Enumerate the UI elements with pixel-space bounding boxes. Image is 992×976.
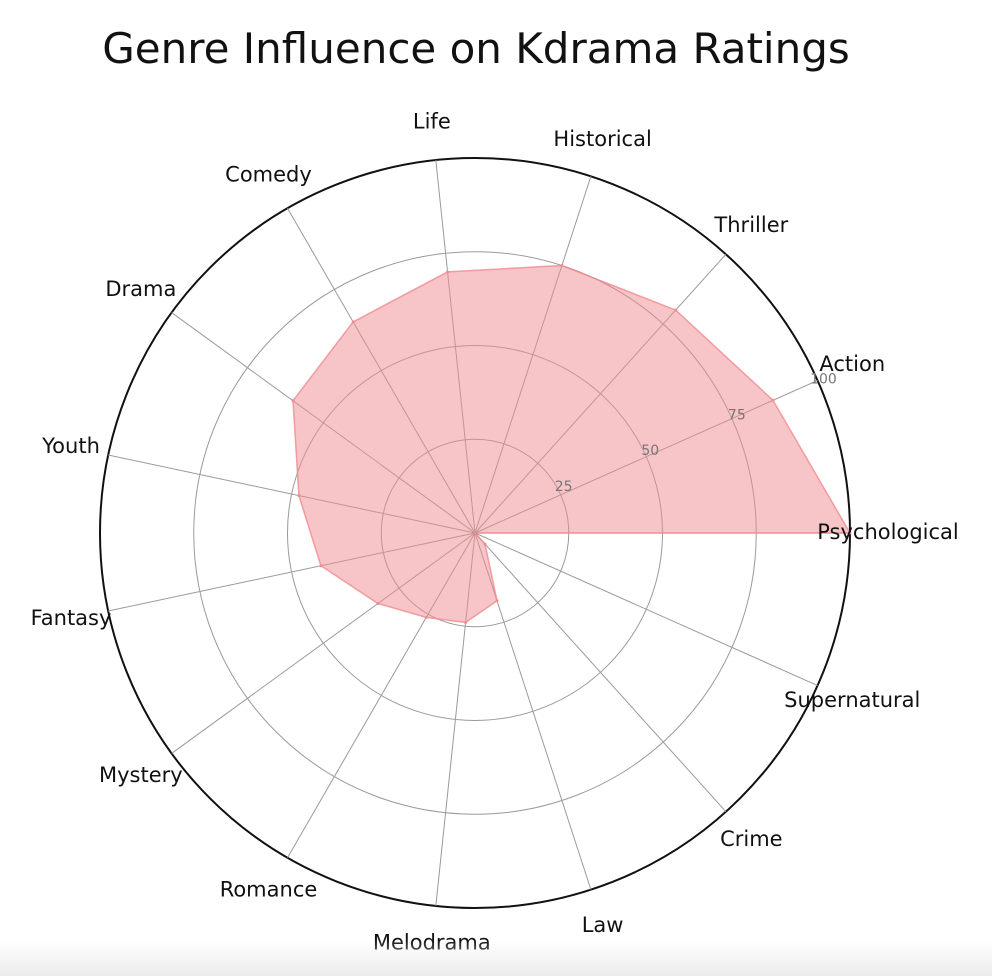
grid-spoke: [474, 532, 727, 813]
data-point: [483, 542, 487, 546]
category-label: Romance: [220, 878, 318, 902]
category-label: Law: [582, 913, 624, 937]
data-point: [473, 531, 477, 535]
category-label: Historical: [553, 127, 651, 151]
data-point: [464, 621, 468, 625]
category-label: Fantasy: [31, 606, 112, 630]
category-label: Comedy: [225, 162, 312, 186]
series-area: [292, 264, 852, 624]
chart-title: Genre Influence on Kdrama Ratings: [102, 24, 850, 73]
data-point: [376, 602, 380, 606]
rtick-label: 50: [641, 443, 659, 459]
category-label: Psychological: [817, 520, 958, 544]
data-point: [495, 599, 499, 603]
data-point: [424, 615, 428, 619]
category-label: Crime: [720, 827, 783, 851]
tick-labels: 25 50 75 100: [555, 371, 837, 495]
category-label: Youth: [41, 434, 100, 458]
category-labels: Psychological Action Thriller Historical Lif…: [31, 109, 959, 954]
rtick-label: 75: [728, 407, 746, 423]
data-point: [297, 494, 301, 498]
data-point: [319, 564, 323, 568]
data-point: [848, 531, 852, 535]
data-point: [446, 270, 450, 274]
category-label: Thriller: [713, 213, 788, 237]
bottom-fade: [0, 940, 992, 976]
category-label: Drama: [105, 277, 176, 301]
data-point: [674, 308, 678, 312]
rtick-label: 100: [810, 371, 837, 387]
data-area: [291, 264, 852, 625]
data-point: [560, 264, 564, 268]
data-point: [351, 320, 355, 324]
rtick-label: 25: [555, 479, 573, 495]
category-label: Supernatural: [784, 688, 920, 712]
grid-spoke: [474, 532, 818, 686]
category-label: Action: [819, 352, 885, 376]
data-point: [771, 398, 775, 402]
category-label: Mystery: [99, 763, 183, 787]
data-point: [291, 399, 295, 403]
category-label: Life: [413, 109, 451, 133]
